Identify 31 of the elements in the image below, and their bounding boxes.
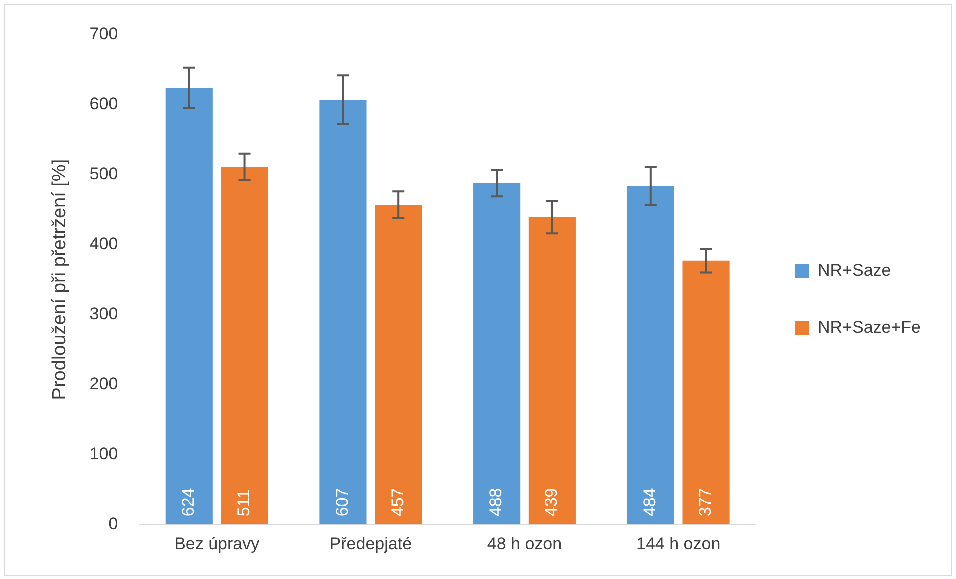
bar <box>166 88 213 525</box>
bar <box>528 218 576 525</box>
bar <box>682 260 730 525</box>
x-tick-label: 48 h ozon <box>487 534 562 554</box>
legend-label: NR+Saze+Fe <box>818 318 922 338</box>
x-tick-label: Předepjaté <box>330 534 412 554</box>
y-tick-label: 300 <box>90 304 118 324</box>
data-label: 439 <box>542 488 562 517</box>
y-tick-label: 700 <box>90 24 118 44</box>
data-label: 488 <box>486 488 506 517</box>
data-label: 484 <box>640 488 660 517</box>
y-tick-label: 600 <box>90 94 118 114</box>
y-tick-label: 400 <box>90 234 118 254</box>
bar <box>320 100 367 525</box>
bar <box>221 167 268 525</box>
data-label: 607 <box>332 488 352 517</box>
y-tick-label: 200 <box>90 374 118 394</box>
bar <box>474 183 521 525</box>
bar <box>627 186 674 525</box>
data-label: 511 <box>234 489 254 517</box>
y-tick-label: 0 <box>108 514 118 534</box>
y-tick-label: 100 <box>90 444 118 464</box>
y-tick-label: 500 <box>90 164 118 184</box>
data-label: 377 <box>696 488 715 517</box>
x-tick-label: 144 h ozon <box>636 534 721 554</box>
legend-label: NR+Saze <box>818 261 892 280</box>
bar <box>375 204 422 525</box>
x-tick-label: Bez úpravy <box>174 534 260 554</box>
data-label: 457 <box>388 488 408 517</box>
data-label: 624 <box>179 488 198 517</box>
y-axis-title: Prodloužení při přetržení [%] <box>50 159 71 400</box>
